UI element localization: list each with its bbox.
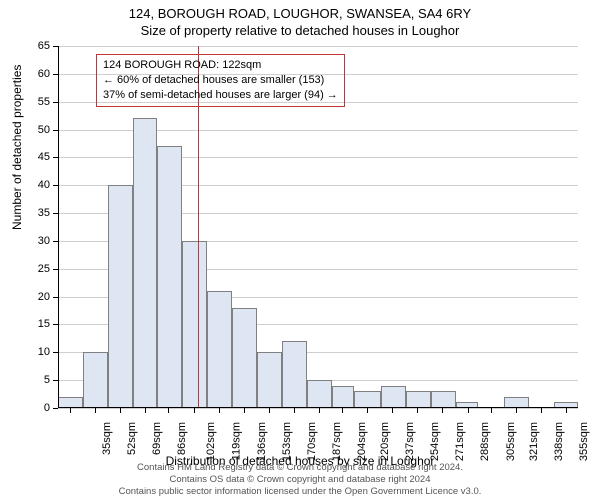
histogram-bar <box>381 386 406 408</box>
xtick-label: 321sqm <box>528 422 540 461</box>
ytick-label: 40 <box>20 179 50 191</box>
xtick-mark <box>319 408 320 413</box>
histogram-bar <box>83 352 108 408</box>
title-main: 124, BOROUGH ROAD, LOUGHOR, SWANSEA, SA4… <box>0 0 600 21</box>
xtick-label: 102sqm <box>206 422 218 461</box>
xtick-mark <box>194 408 195 413</box>
ytick-label: 25 <box>20 263 50 275</box>
footer-attribution: Contains HM Land Registry data © Crown c… <box>0 462 600 498</box>
xtick-mark <box>417 408 418 413</box>
xtick-mark <box>70 408 71 413</box>
xtick-mark <box>468 408 469 413</box>
xtick-label: 52sqm <box>126 422 138 455</box>
xtick-mark <box>269 408 270 413</box>
xtick-mark <box>244 408 245 413</box>
histogram-bar <box>108 185 133 408</box>
xtick-label: 271sqm <box>455 422 467 461</box>
xtick-label: 338sqm <box>553 422 565 461</box>
histogram-bar <box>282 341 307 408</box>
histogram-bar <box>257 352 282 408</box>
xtick-mark <box>392 408 393 413</box>
annotation-line: ← 60% of detached houses are smaller (15… <box>103 73 338 88</box>
xtick-label: 204sqm <box>356 422 368 461</box>
ytick-label: 35 <box>20 207 50 219</box>
xtick-mark <box>168 408 169 413</box>
ytick-label: 65 <box>20 40 50 52</box>
xtick-label: 355sqm <box>578 422 590 461</box>
ytick-label: 45 <box>20 151 50 163</box>
footer-line: Contains OS data © Crown copyright and d… <box>0 474 600 486</box>
xtick-mark <box>219 408 220 413</box>
xtick-label: 305sqm <box>505 422 517 461</box>
histogram-bar <box>332 386 354 408</box>
y-axis-label: Number of detached properties <box>10 65 24 230</box>
xtick-mark <box>145 408 146 413</box>
histogram-bar <box>354 391 381 408</box>
title-sub: Size of property relative to detached ho… <box>0 21 600 38</box>
xtick-mark <box>120 408 121 413</box>
ytick-mark <box>53 408 58 409</box>
xtick-label: 288sqm <box>480 422 492 461</box>
histogram-bar <box>182 241 207 408</box>
xtick-label: 86sqm <box>176 422 188 455</box>
xtick-label: 237sqm <box>404 422 416 461</box>
ytick-label: 5 <box>20 374 50 386</box>
ytick-label: 0 <box>20 402 50 414</box>
xtick-label: 187sqm <box>331 422 343 461</box>
ytick-label: 15 <box>20 318 50 330</box>
xtick-label: 119sqm <box>230 422 242 460</box>
histogram-bar <box>207 291 232 408</box>
annotation-line: 124 BOROUGH ROAD: 122sqm <box>103 58 338 73</box>
xtick-mark <box>491 408 492 413</box>
annotation-box: 124 BOROUGH ROAD: 122sqm← 60% of detache… <box>96 54 345 107</box>
xtick-label: 254sqm <box>430 422 442 461</box>
xtick-mark <box>516 408 517 413</box>
xtick-mark <box>566 408 567 413</box>
xtick-mark <box>95 408 96 413</box>
annotation-line: 37% of semi-detached houses are larger (… <box>103 88 338 103</box>
plot-area: 124 BOROUGH ROAD: 122sqm← 60% of detache… <box>58 46 578 408</box>
xtick-label: 153sqm <box>281 422 293 461</box>
ytick-label: 50 <box>20 124 50 136</box>
footer-line: Contains public sector information licen… <box>0 486 600 498</box>
gridline <box>58 46 578 47</box>
ytick-label: 30 <box>20 235 50 247</box>
footer-line: Contains HM Land Registry data © Crown c… <box>0 462 600 474</box>
ytick-label: 20 <box>20 291 50 303</box>
histogram-bar <box>431 391 456 408</box>
xtick-mark <box>442 408 443 413</box>
xtick-mark <box>294 408 295 413</box>
y-axis-line <box>58 46 59 408</box>
ytick-label: 55 <box>20 96 50 108</box>
xtick-label: 136sqm <box>256 422 268 461</box>
ytick-label: 60 <box>20 68 50 80</box>
xtick-label: 69sqm <box>151 422 163 455</box>
histogram-bar <box>133 118 157 408</box>
histogram-bar <box>232 308 257 408</box>
histogram-bar <box>307 380 332 408</box>
xtick-label: 170sqm <box>306 422 318 461</box>
xtick-label: 35sqm <box>101 422 113 455</box>
xtick-label: 220sqm <box>379 422 391 461</box>
histogram-bar <box>406 391 431 408</box>
xtick-mark <box>367 408 368 413</box>
xtick-mark <box>342 408 343 413</box>
ytick-label: 10 <box>20 346 50 358</box>
xtick-mark <box>541 408 542 413</box>
histogram-bar <box>157 146 182 408</box>
